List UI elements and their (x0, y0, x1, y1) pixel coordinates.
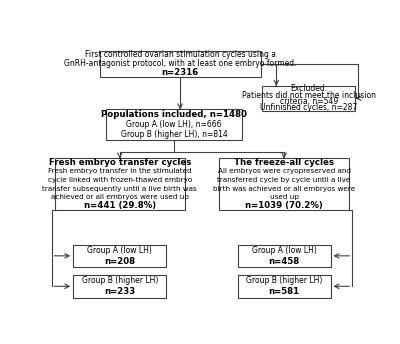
FancyBboxPatch shape (238, 245, 330, 267)
Text: n=458: n=458 (268, 257, 300, 266)
Text: Group A (low LH): Group A (low LH) (87, 246, 152, 255)
FancyBboxPatch shape (100, 51, 261, 77)
Text: Patients did not meet the inclusion: Patients did not meet the inclusion (242, 90, 376, 99)
Text: GnRH-antagonist protocol, with at least one embryo formed.: GnRH-antagonist protocol, with at least … (64, 59, 296, 68)
FancyBboxPatch shape (55, 159, 185, 210)
Text: First controlled ovarian stimulation cycles using a: First controlled ovarian stimulation cyc… (85, 51, 276, 60)
Text: Populations included, n=1480: Populations included, n=1480 (101, 110, 247, 119)
Text: transferred cycle by cycle until a live: transferred cycle by cycle until a live (217, 177, 351, 183)
Text: Group B (higher LH): Group B (higher LH) (82, 276, 158, 285)
Text: achieved or all embryos were used up: achieved or all embryos were used up (51, 194, 189, 200)
Text: Unfinished cycles, n=287: Unfinished cycles, n=287 (260, 103, 358, 112)
Text: All embryos were cryopreserved and: All embryos were cryopreserved and (218, 169, 350, 174)
Text: criteria, n=549: criteria, n=549 (280, 97, 338, 106)
Text: The freeze-all cycles: The freeze-all cycles (234, 158, 334, 167)
Text: Fresh embryo transfer cycles: Fresh embryo transfer cycles (48, 158, 191, 167)
Text: n=581: n=581 (268, 288, 300, 297)
Text: n=1039 (70.2%): n=1039 (70.2%) (245, 201, 323, 210)
Text: transfer subsequently until a live birth was: transfer subsequently until a live birth… (42, 186, 197, 192)
Text: Fresh embryo transfer in the stimulated: Fresh embryo transfer in the stimulated (48, 169, 192, 174)
Text: n=208: n=208 (104, 257, 135, 266)
Text: Group B (higher LH), n=814: Group B (higher LH), n=814 (121, 130, 227, 139)
Text: n=2316: n=2316 (162, 68, 199, 77)
Text: Group A (low LH): Group A (low LH) (252, 246, 316, 255)
FancyBboxPatch shape (73, 275, 166, 298)
Text: Group A (low LH), n=666: Group A (low LH), n=666 (126, 120, 222, 129)
Text: Excluded:: Excluded: (290, 84, 328, 93)
Text: Group B (higher LH): Group B (higher LH) (246, 276, 322, 285)
FancyBboxPatch shape (73, 245, 166, 267)
Text: cycle linked with frozen-thawed embryo: cycle linked with frozen-thawed embryo (48, 177, 192, 183)
Text: used up: used up (270, 194, 298, 200)
Text: n=233: n=233 (104, 288, 135, 297)
FancyBboxPatch shape (106, 109, 242, 140)
FancyBboxPatch shape (262, 86, 355, 111)
FancyBboxPatch shape (238, 275, 330, 298)
Text: n=441 (29.8%): n=441 (29.8%) (84, 201, 156, 210)
Text: birth was achieved or all embryos were: birth was achieved or all embryos were (213, 186, 355, 192)
FancyBboxPatch shape (219, 159, 349, 210)
